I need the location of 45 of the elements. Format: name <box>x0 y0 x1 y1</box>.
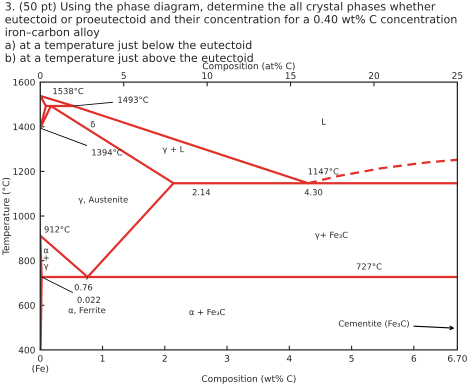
y-tick-label: 1000 <box>13 212 35 220</box>
y-tick-label: 800 <box>18 257 35 264</box>
annotation: 912°C <box>44 226 70 233</box>
annotation: 0.022 <box>78 296 100 303</box>
annotation: 727°C <box>356 263 382 270</box>
x-tick-label: 0 (Fe) <box>32 354 48 373</box>
x-tick-label: 6 <box>412 354 416 362</box>
x2-axis-title: Composition (at% C) <box>202 62 295 72</box>
annotation: γ+ Fe₃C <box>314 232 348 240</box>
annotation: 1493°C <box>118 96 148 103</box>
annotation: α <box>44 248 48 254</box>
x2-tick-label: 10 <box>202 72 212 79</box>
y-tick-label: 400 <box>18 346 35 354</box>
annotation: 4.30 <box>304 189 322 196</box>
x-tick-label: 6.70 <box>448 354 467 362</box>
y-tick-label: 600 <box>18 302 35 309</box>
x-tick-label: 4 <box>286 355 292 362</box>
x-tick-label: 3 <box>224 354 230 362</box>
x-tick-label: 2 <box>162 354 167 362</box>
annotation: Cementite (Fe₃C) <box>338 320 409 328</box>
annotation: + <box>44 255 49 261</box>
x2-tick-label: 20 <box>368 72 380 79</box>
annotation: γ, Austenite <box>78 196 128 204</box>
annotation: 2.14 <box>192 189 210 196</box>
annotation: α, Ferrite <box>68 306 106 314</box>
annotation: 1394°C <box>92 149 122 156</box>
x-tick-label: 1 <box>100 355 105 362</box>
annotation: L <box>322 118 326 125</box>
x-tick-label: 5 <box>349 355 354 362</box>
x2-tick-label: 5 <box>122 72 126 79</box>
x2-tick-label: 15 <box>286 72 296 79</box>
x2-tick-label: 0 <box>38 72 43 79</box>
annotation: α + Fe₃C <box>189 308 225 316</box>
annotation: δ <box>90 121 95 128</box>
x-axis-title: Composition (wt% C) <box>202 375 296 384</box>
annotation: 1538°C <box>53 88 84 94</box>
annotation: 0.76 <box>74 284 92 290</box>
annotation: γ <box>44 264 48 270</box>
annotation: 1147°C <box>308 168 338 175</box>
y-tick-label: 1600 <box>13 78 35 86</box>
y-tick-label: 1400 <box>13 123 35 130</box>
y-axis-title: Temperature (°C) <box>2 178 12 256</box>
y-tick-label: 1200 <box>13 168 35 175</box>
x2-tick-label: 25 <box>452 72 462 79</box>
annotation: γ + L <box>162 146 184 154</box>
